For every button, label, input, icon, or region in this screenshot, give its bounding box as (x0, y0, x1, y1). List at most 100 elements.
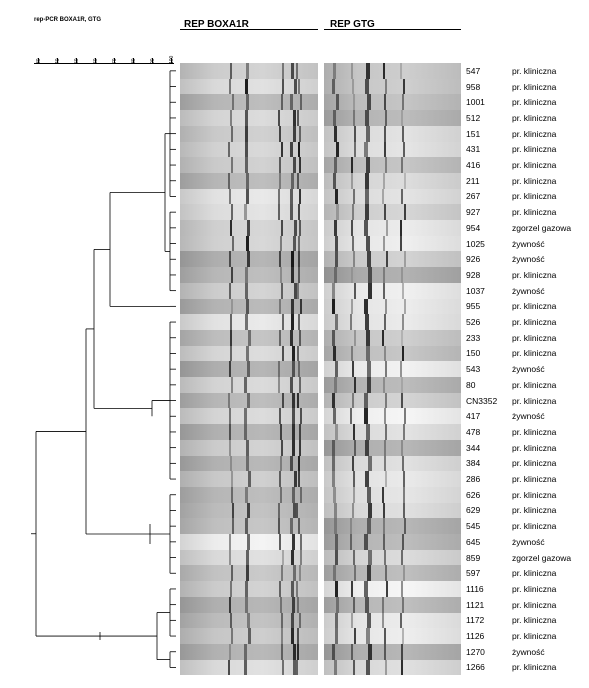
gel-band (231, 518, 234, 535)
isolate-source: pr. kliniczna (512, 144, 557, 155)
gel-band (281, 78, 284, 95)
gel-band (291, 628, 295, 645)
gel-band (332, 329, 336, 347)
gel-band (403, 204, 406, 221)
gel-band (246, 172, 250, 190)
gel-band (229, 455, 232, 472)
gel-band (278, 581, 281, 598)
gel-band (231, 125, 234, 142)
gel-band (299, 408, 302, 425)
gel-band (245, 282, 249, 299)
gel-band (352, 188, 355, 205)
isolate-source: pr. kliniczna (512, 317, 557, 328)
isolate-id: 344 (466, 442, 481, 453)
gel-lane (180, 188, 318, 205)
gel-lane (324, 220, 461, 237)
gel-band (353, 251, 356, 268)
gel-band (352, 361, 355, 378)
gel-band (335, 596, 339, 613)
gel-band (246, 439, 250, 456)
gel-band (278, 377, 280, 394)
gel-band (383, 455, 386, 472)
gel-band (291, 596, 295, 613)
gel-band (298, 361, 301, 378)
gel-band (400, 377, 403, 394)
gel-band (365, 157, 370, 174)
gel-lane (324, 94, 461, 111)
gel-band (350, 408, 353, 425)
gel-band (334, 518, 338, 535)
gel-lane (324, 502, 461, 519)
gel-band (299, 125, 302, 142)
gel-band (353, 329, 356, 347)
gel-lane (324, 314, 461, 331)
gel-band (333, 408, 337, 425)
gel-band (352, 502, 355, 519)
gel-band (296, 282, 299, 299)
gel-band (353, 471, 356, 488)
gel-lane (180, 439, 318, 456)
gel-band (278, 188, 281, 205)
gel-band (297, 345, 300, 362)
gel-lane (324, 157, 461, 174)
gel-band (292, 502, 296, 519)
gel-lane (180, 377, 318, 394)
gel-band (335, 424, 339, 441)
gel-band (279, 455, 282, 472)
gel-band (364, 298, 369, 315)
gel-band (292, 110, 296, 127)
gel-band (245, 549, 249, 566)
isolate-id: 1121 (466, 599, 485, 610)
isolate-source: pr. kliniczna (512, 458, 557, 469)
gel-lane (180, 486, 318, 504)
gel-band (400, 549, 403, 566)
gel-band (290, 298, 294, 315)
isolate-id: 417 (466, 411, 481, 422)
gel-band (228, 78, 231, 95)
isolate-id: 267 (466, 191, 481, 202)
dendrogram (31, 70, 176, 668)
isolate-source: pr. kliniczna (512, 269, 557, 280)
gel-band (351, 172, 354, 190)
isolate-id: 416 (466, 160, 481, 171)
gel-band (299, 157, 302, 174)
isolate-source: pr. kliniczna (512, 81, 557, 92)
gel-band (335, 581, 339, 598)
gel-band (384, 94, 387, 111)
isolate-source: zgorzel gazowa (512, 552, 572, 563)
gel-band (298, 377, 301, 394)
gel-band (291, 63, 295, 80)
gel-band (401, 534, 404, 551)
gel-band (364, 471, 369, 488)
gel-band (353, 565, 356, 582)
gel-band (296, 596, 299, 613)
gel-band (366, 486, 371, 504)
gel-band (402, 94, 405, 111)
scale-tick (152, 58, 153, 63)
gel-band (231, 628, 234, 645)
gel-band (299, 549, 302, 566)
gel-lane (180, 125, 318, 142)
gel-band (281, 549, 284, 566)
gel-band (383, 282, 385, 299)
gel-band (364, 220, 369, 237)
gel-band (400, 439, 403, 456)
gel-band (350, 298, 353, 315)
gel-lane (180, 549, 318, 566)
gel-band (351, 612, 354, 629)
gel-lane (324, 596, 461, 613)
gel-band (332, 486, 336, 504)
gel-band (230, 329, 233, 347)
gel-band (298, 518, 301, 535)
scale-tick (171, 58, 172, 63)
gel-band (246, 94, 250, 111)
gel-band (350, 267, 353, 284)
gel-band (290, 188, 294, 205)
gel-lane (180, 298, 318, 315)
gel-band (298, 329, 301, 347)
gel-band (278, 298, 281, 315)
gel-band (352, 549, 355, 566)
gel-band (280, 282, 283, 299)
gel-band (296, 502, 299, 519)
isolate-id: 1116 (466, 583, 484, 594)
